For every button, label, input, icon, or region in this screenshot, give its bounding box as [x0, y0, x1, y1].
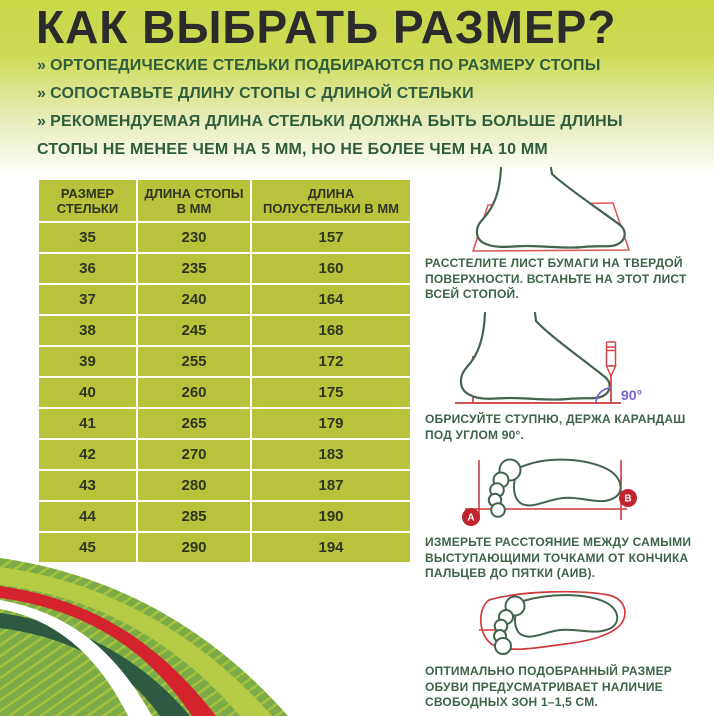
- bullet-text-bold: БОЛЬШЕ ДЛИНЫ СТОПЫ НЕ МЕНЕЕ ЧЕМ НА 5 ММ,…: [37, 113, 623, 158]
- swoosh-dark-green-ribbon: [0, 613, 190, 716]
- table-cell: 175: [250, 376, 412, 409]
- swoosh-white-ribbon: [0, 600, 152, 716]
- table-header-cell: РАЗМЕР СТЕЛЬКИ: [37, 178, 138, 223]
- table-row: 36 235 160: [37, 252, 412, 285]
- bullet-marker-icon: »: [37, 113, 47, 130]
- bullet-text: СОПОСТАВЬТЕ ДЛИНУ СТОПЫ С ДЛИНОЙ СТЕЛЬКИ: [50, 85, 474, 102]
- footprint-in-insole-illustration: [479, 590, 626, 655]
- insole-size-table: РАЗМЕР СТЕЛЬКИ ДЛИНА СТОПЫ В ММ ДЛИНА ПО…: [37, 178, 412, 564]
- table-row: 41 265 179: [37, 407, 412, 440]
- angle-label: 90°: [621, 387, 642, 403]
- table-cell: 179: [250, 407, 412, 440]
- table-cell: 270: [136, 438, 252, 471]
- svg-text:A: A: [467, 513, 474, 524]
- table-row: 45 290 194: [37, 531, 412, 564]
- table-cell: 194: [250, 531, 412, 564]
- table-cell: 168: [250, 314, 412, 347]
- table-cell: 160: [250, 252, 412, 285]
- instruction-step-2: 90° ОБРИСУЙТЕ СТУПНЮ, ДЕРЖА КАРАНДАШ ПОД…: [425, 310, 707, 443]
- instruction-step-1: РАССТЕЛИТЕ ЛИСТ БУМАГИ НА ТВЕРДОЙ ПОВЕРХ…: [425, 166, 707, 303]
- table-cell: 36: [37, 252, 138, 285]
- swoosh-red-ribbon: [0, 586, 216, 716]
- table-header-row: РАЗМЕР СТЕЛЬКИ ДЛИНА СТОПЫ В ММ ДЛИНА ПО…: [37, 178, 412, 223]
- foot-on-paper-illustration: [471, 166, 631, 252]
- table-cell: 290: [136, 531, 252, 564]
- table-cell: 40: [37, 376, 138, 409]
- table-cell: 187: [250, 469, 412, 502]
- decorative-swoosh: [0, 558, 288, 716]
- table-cell: 230: [136, 221, 252, 254]
- instruction-step-3: A B ИЗМЕРЬТЕ РАССТОЯНИЕ МЕЖДУ САМЫМИ ВЫС…: [425, 448, 707, 582]
- table-cell: 45: [37, 531, 138, 564]
- angle-arc-icon: [595, 387, 612, 404]
- point-b-badge: B: [619, 489, 637, 507]
- table-cell: 190: [250, 500, 412, 533]
- pencil-icon: [605, 341, 617, 378]
- table-cell: 172: [250, 345, 412, 378]
- foot-tracing-illustration: 90°: [455, 311, 642, 404]
- table-cell: 245: [136, 314, 252, 347]
- table-row: 39 255 172: [37, 345, 412, 378]
- table-cell: 39: [37, 345, 138, 378]
- bullet-item: » СОПОСТАВЬТЕ ДЛИНУ СТОПЫ С ДЛИНОЙ СТЕЛЬК…: [37, 80, 682, 108]
- page-title: КАК ВЫБРАТЬ РАЗМЕР?: [36, 1, 617, 53]
- table-row: 40 260 175: [37, 376, 412, 409]
- table-cell: 255: [136, 345, 252, 378]
- instruction-step-4: ОПТИМАЛЬНО ПОДОБРАННЫЙ РАЗМЕР ОБУВИ ПРЕД…: [425, 590, 707, 711]
- table-row: 42 270 183: [37, 438, 412, 471]
- table-cell: 38: [37, 314, 138, 347]
- header-gradient-background: [0, 0, 714, 178]
- swoosh-light-band: [0, 567, 272, 716]
- bullet-item: » ОРТОПЕДИЧЕСКИЕ СТЕЛЬКИ ПОДБИРАЮТСЯ ПО Р…: [37, 52, 682, 80]
- bullet-item: » РЕКОМЕНДУЕМАЯ ДЛИНА СТЕЛЬКИ ДОЛЖНА БЫТЬ…: [37, 108, 682, 164]
- table-row: 44 285 190: [37, 500, 412, 533]
- bullet-marker-icon: »: [37, 85, 47, 102]
- table-row: 38 245 168: [37, 314, 412, 347]
- bullet-text: РЕКОМЕНДУЕМАЯ ДЛИНА СТЕЛЬКИ ДОЛЖНА БЫТЬ: [50, 113, 482, 130]
- foot-outline-icon: [459, 311, 611, 401]
- table-cell: 41: [37, 407, 138, 440]
- instruction-caption: ОПТИМАЛЬНО ПОДОБРАННЫЙ РАЗМЕР ОБУВИ ПРЕД…: [425, 664, 673, 709]
- point-a-badge: A: [462, 508, 480, 526]
- table-cell: 44: [37, 500, 138, 533]
- table-cell: 42: [37, 438, 138, 471]
- table-cell: 157: [250, 221, 412, 254]
- table-row: 35 230 157: [37, 221, 412, 254]
- instruction-caption: РАССТЕЛИТЕ ЛИСТ БУМАГИ НА ТВЕРДОЙ ПОВЕРХ…: [425, 256, 687, 301]
- footprint-icon: [487, 458, 622, 518]
- bullet-marker-icon: »: [37, 57, 47, 74]
- table-cell: 37: [37, 283, 138, 316]
- bullet-text: ОРТОПЕДИЧЕСКИЕ СТЕЛЬКИ ПОДБИРАЮТСЯ ПО РА…: [50, 57, 601, 74]
- table-header-cell: ДЛИНА СТОПЫ В ММ: [136, 178, 252, 223]
- table-cell: 235: [136, 252, 252, 285]
- table-cell: 43: [37, 469, 138, 502]
- footprint-icon: [493, 594, 619, 655]
- table-cell: 183: [250, 438, 412, 471]
- svg-text:B: B: [624, 494, 631, 505]
- table-cell: 260: [136, 376, 252, 409]
- table-cell: 164: [250, 283, 412, 316]
- bullet-list: » ОРТОПЕДИЧЕСКИЕ СТЕЛЬКИ ПОДБИРАЮТСЯ ПО Р…: [37, 52, 682, 164]
- footprint-measure-illustration: A B: [462, 458, 637, 526]
- table-row: 37 240 164: [37, 283, 412, 316]
- table-cell: 265: [136, 407, 252, 440]
- table-cell: 280: [136, 469, 252, 502]
- instruction-caption: ИЗМЕРЬТЕ РАССТОЯНИЕ МЕЖДУ САМЫМИ ВЫСТУПА…: [425, 535, 692, 580]
- table-cell: 35: [37, 221, 138, 254]
- table-cell: 240: [136, 283, 252, 316]
- foot-outline-icon: [475, 166, 626, 249]
- table-cell: 285: [136, 500, 252, 533]
- table-header-cell: ДЛИНА ПОЛУСТЕЛЬКИ В ММ: [250, 178, 412, 223]
- table-row: 43 280 187: [37, 469, 412, 502]
- insole-outline-icon: [480, 590, 626, 651]
- instruction-caption: ОБРИСУЙТЕ СТУПНЮ, ДЕРЖА КАРАНДАШ ПОД УГЛ…: [425, 412, 686, 442]
